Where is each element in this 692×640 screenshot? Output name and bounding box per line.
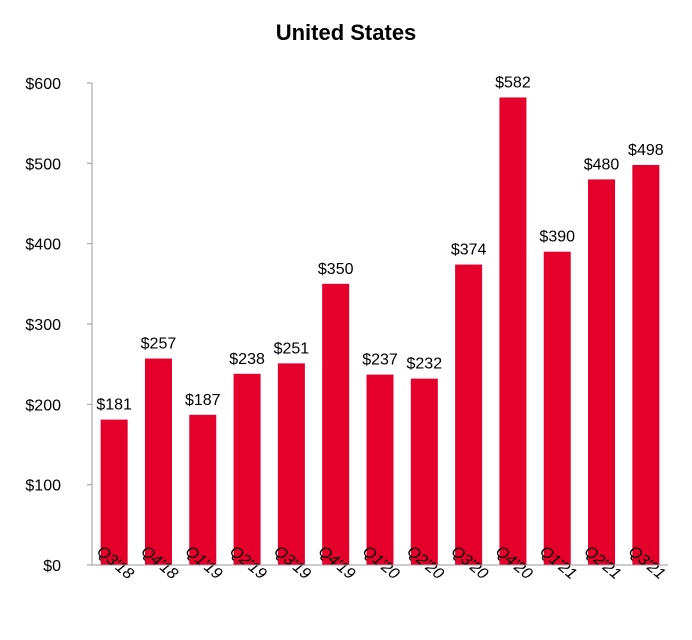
- y-tick-label: $400: [25, 237, 61, 254]
- data-label: $390: [539, 229, 575, 246]
- data-label: $582: [495, 74, 531, 91]
- bar-series: [100, 97, 660, 566]
- data-label: $232: [407, 356, 443, 373]
- bar: [189, 414, 217, 565]
- y-tick-label: $300: [25, 317, 61, 334]
- y-tick-label: $100: [25, 478, 61, 495]
- data-label: $251: [274, 340, 310, 357]
- bar: [588, 179, 616, 565]
- y-axis-ticks: $0 $100 $200 $300 $400 $500 $600: [25, 76, 92, 575]
- data-label: $187: [185, 392, 221, 409]
- bar: [499, 97, 527, 566]
- data-label: $181: [96, 397, 132, 414]
- data-label: $374: [451, 242, 487, 259]
- data-label: $350: [318, 261, 354, 278]
- bar: [322, 283, 350, 565]
- data-label: $498: [628, 142, 664, 159]
- y-tick-label: $0: [43, 558, 61, 575]
- bar: [632, 164, 660, 565]
- bar: [455, 264, 483, 565]
- bar: [144, 358, 172, 565]
- y-tick-label: $600: [25, 76, 61, 93]
- chart-title: United States: [276, 20, 417, 45]
- bar: [233, 373, 261, 565]
- data-label: $237: [362, 352, 398, 369]
- y-tick-label: $200: [25, 397, 61, 414]
- y-tick-label: $500: [25, 156, 61, 173]
- bar: [366, 374, 394, 565]
- bar: [100, 419, 128, 565]
- data-label: $480: [584, 156, 620, 173]
- bar: [277, 363, 305, 565]
- bar: [410, 378, 438, 565]
- data-label: $238: [229, 351, 265, 368]
- data-label: $257: [141, 336, 177, 353]
- data-labels: $181 $257 $187 $238 $251 $350 $237 $232 $374 $582…: [96, 74, 663, 413]
- bar: [543, 251, 571, 565]
